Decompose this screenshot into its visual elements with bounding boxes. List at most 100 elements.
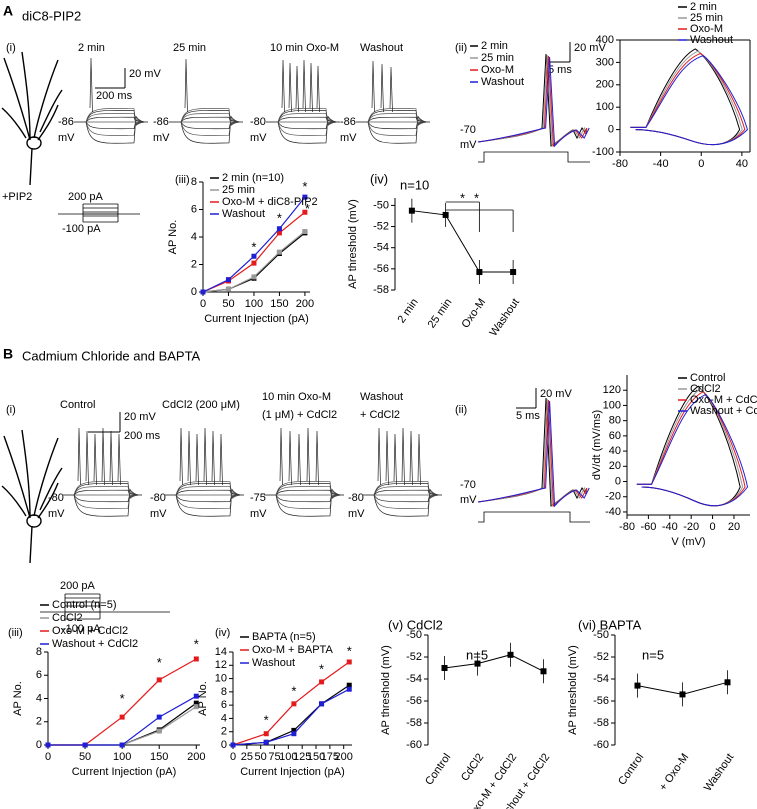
x-axis-label: Current Injection (pA)	[204, 313, 309, 325]
spike	[89, 57, 93, 113]
data-point	[156, 728, 162, 734]
subpanel-label: (iv)	[370, 171, 388, 186]
spike	[195, 433, 199, 486]
subpanel-label: (iii)	[175, 174, 190, 186]
series-line	[48, 706, 197, 746]
x-tick-label: -80	[619, 521, 635, 533]
legend-label: CdCl2	[690, 383, 721, 395]
phase-loop	[630, 55, 748, 146]
x-tick-label: 200	[187, 751, 205, 763]
x-tick-label: 150	[150, 751, 168, 763]
y-tick-label: -56	[373, 263, 389, 275]
subpanel-label: (iii)	[8, 627, 23, 639]
spike	[109, 430, 113, 486]
data-point	[291, 731, 297, 737]
condition-label: (1 μM) + CdCl2	[262, 409, 337, 421]
subpanel-label: (ii)	[455, 42, 467, 54]
y-tick-label: 80	[609, 415, 621, 427]
data-point	[263, 739, 269, 745]
x-tick-label: Washout	[702, 752, 737, 794]
significance-mark: *	[264, 713, 269, 728]
data-point	[156, 714, 162, 720]
phase-loop	[636, 394, 749, 507]
scale-label: 20 mV	[124, 411, 156, 423]
y-tick-label: 10	[215, 672, 227, 684]
legend-label: 25 min	[690, 12, 723, 24]
spike	[187, 430, 191, 486]
spike	[377, 427, 381, 486]
y-tick-label: -20	[605, 491, 621, 503]
y-tick-label: -56	[593, 695, 609, 707]
x-tick-label: -20	[683, 521, 699, 533]
condition-label: CdCl2 (200 μM)	[162, 399, 240, 411]
scale-label: 5 ms	[516, 410, 540, 422]
significance-mark: *	[302, 179, 307, 194]
trace	[169, 108, 244, 127]
unit-label: mV	[250, 508, 267, 520]
spike	[295, 65, 299, 113]
data-point	[291, 701, 297, 707]
x-axis-label: Current Injection (pA)	[240, 766, 345, 778]
data-point	[263, 731, 269, 737]
scale-label: 200 ms	[96, 90, 133, 102]
n-label: n=5	[466, 647, 488, 662]
x-tick-label: 150	[270, 298, 288, 310]
significance-mark: *	[347, 643, 352, 658]
condition-label: Washout	[360, 42, 403, 54]
trace	[266, 112, 341, 125]
y-tick-label: 120	[603, 384, 621, 396]
y-tick-label: -60	[406, 739, 422, 751]
y-axis-label: AP threshold (mV)	[347, 199, 359, 289]
spike	[203, 427, 207, 486]
legend-label: Control	[690, 372, 725, 384]
panel-letter: B	[3, 346, 13, 362]
subpanel-label: (iv)	[215, 627, 230, 639]
x-tick-label: 200	[335, 751, 353, 763]
significance-mark: *	[120, 691, 125, 706]
legend-label: Oxo-M + BAPTA	[252, 644, 333, 656]
y-tick-label: -54	[406, 673, 422, 685]
x-tick-label: 2 min	[395, 297, 420, 326]
y-tick-label: 400	[596, 34, 614, 46]
rest-label: -80	[48, 492, 64, 504]
y-tick-label: 4	[36, 692, 42, 704]
x-tick-label: 20	[728, 521, 740, 533]
x-tick-label: 175	[321, 751, 339, 763]
x-tick-label: Control	[423, 752, 453, 788]
ap-trace	[477, 400, 590, 508]
x-tick-label: + Oxo-M	[657, 752, 691, 794]
significance-mark: *	[474, 190, 479, 205]
stim-label: -100 pA	[62, 623, 101, 635]
spike	[417, 433, 421, 486]
spike	[297, 433, 301, 486]
y-tick-label: 40	[609, 445, 621, 457]
series-line	[411, 210, 514, 273]
subpanel-label: (v) CdCl2	[388, 617, 443, 632]
x-tick-label: 100	[279, 751, 297, 763]
legend-label: Washout	[252, 657, 295, 669]
data-point	[302, 229, 308, 234]
rest-label: -80	[250, 116, 266, 128]
stimulus	[478, 511, 590, 523]
significance-mark: *	[305, 201, 310, 216]
ap-trace	[477, 56, 590, 148]
unit-label: mV	[340, 132, 357, 144]
unit-label: mV	[58, 132, 75, 144]
x-tick-label: 25 min	[426, 297, 455, 331]
x-tick-label: 50	[79, 751, 91, 763]
condition-label: + CdCl2	[360, 409, 400, 421]
y-tick-label: -54	[593, 673, 609, 685]
y-tick-label: 8	[36, 646, 42, 658]
y-axis-label: AP threshold (mV)	[380, 645, 392, 735]
legend-label: 25 min	[222, 184, 255, 196]
y-tick-label: 2	[36, 716, 42, 728]
x-tick-label: 150	[307, 751, 325, 763]
y-tick-label: 100	[596, 101, 614, 113]
y-tick-label: -54	[373, 242, 389, 254]
trace	[169, 112, 244, 125]
legend-label: Washout	[222, 208, 265, 220]
y-tick-label: 0	[608, 124, 614, 136]
significance-mark: *	[291, 683, 296, 698]
y-tick-label: -100	[592, 146, 614, 158]
